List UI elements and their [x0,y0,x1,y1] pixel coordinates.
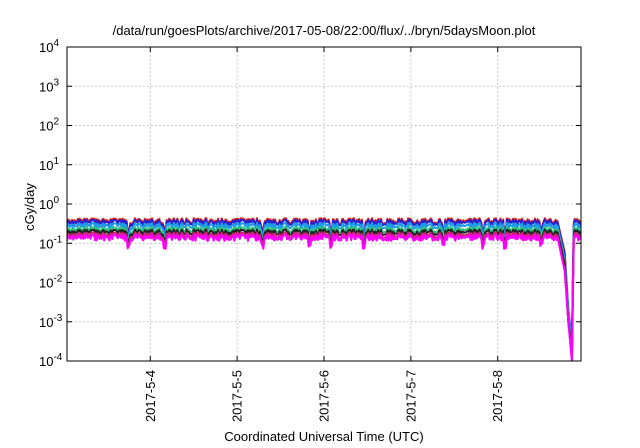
y-tick-label: 103 [39,77,59,94]
y-tick-label: 104 [39,38,59,55]
y-axis-label: cGy/day [22,183,37,231]
grid-lines [67,47,581,361]
x-axis: 2017-5-4 2017-5-5 2017-5-6 2017-5-7 2017-5-8 [143,47,505,422]
chart-title: /data/run/goesPlots/archive/2017-05-08/2… [113,23,536,38]
y-tick-label: 10-2 [39,274,63,291]
y-tick-label: 100 [39,195,59,212]
series-layer [67,217,581,361]
y-axis: 10-4 10-3 10-2 10-1 100 101 102 103 104 [39,38,581,369]
y-tick-label: 10-3 [39,313,63,330]
y-tick-label: 10-4 [39,352,63,369]
y-tick-label: 10-1 [39,234,63,251]
x-axis-label: Coordinated Universal Time (UTC) [224,429,423,444]
y-tick-label: 102 [39,117,59,134]
y-tick-label: 101 [39,156,59,173]
x-tick-label: 2017-5-5 [230,370,245,422]
x-tick-label: 2017-5-6 [317,370,332,422]
x-tick-label: 2017-5-8 [490,370,505,422]
series-line-7 [67,233,581,361]
x-tick-label: 2017-5-7 [403,370,418,422]
x-tick-label: 2017-5-4 [143,370,158,422]
